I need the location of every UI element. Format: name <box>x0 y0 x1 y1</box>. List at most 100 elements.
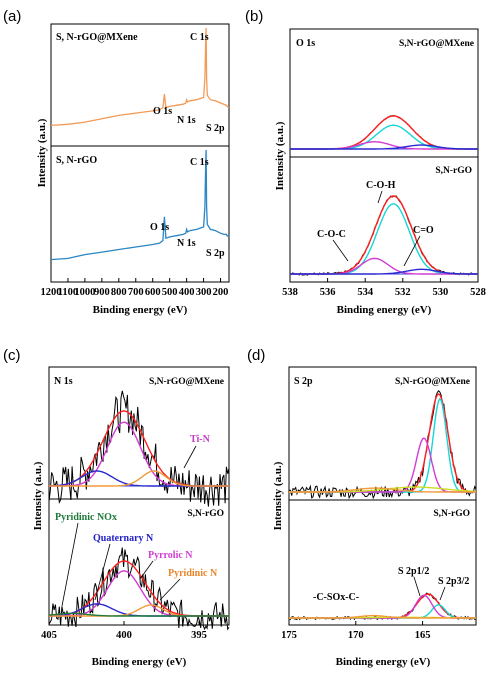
panel-b-bottom-label: S,N-rGO <box>435 166 472 176</box>
panel-c-xlabel: Binding energy (eV) <box>92 656 187 668</box>
panel-c-quat-pointer <box>94 543 111 601</box>
panel-b-x-ticks: 538 536 534 532 530 528 <box>282 278 486 298</box>
x-tick-label: 530 <box>433 287 449 298</box>
x-tick-label: 500 <box>162 287 178 298</box>
panel-c-pyrrolic-n: Pyrrolic N <box>148 550 193 561</box>
panel-c-frame <box>48 366 230 626</box>
panel-label-a: (a) <box>3 8 21 25</box>
panel-c-curves <box>48 390 230 631</box>
survey-line-snrgo-mxene <box>50 27 230 127</box>
survey-line-snrgo <box>50 149 230 261</box>
x-tick-label: 165 <box>415 630 431 641</box>
panel-d-bottom-label: S,N-rGO <box>433 509 470 519</box>
panel-b-top-label: S,N-rGO@MXene <box>399 39 474 49</box>
panel-label-c: (c) <box>3 347 21 364</box>
x-tick-label: 1100 <box>58 287 78 298</box>
panel-b-curves <box>289 115 479 276</box>
fit-component <box>290 115 478 150</box>
panel-c-ylabel: Intensity (a.u.) <box>32 461 44 530</box>
x-tick-label: 1200 <box>41 287 62 298</box>
panel-b-coh-pointer <box>377 190 383 204</box>
x-tick-label: 700 <box>128 287 144 298</box>
panel-c-x-ticks: 405 400 395 <box>41 621 207 641</box>
panel-d-s2p12: S 2p1/2 <box>398 566 429 577</box>
panel-b-title: O 1s <box>296 38 315 49</box>
panel-d-s2p32: S 2p3/2 <box>438 576 469 587</box>
fit-component <box>290 124 478 150</box>
x-tick-label: 536 <box>320 287 336 298</box>
panel-c-pyrrolic-pointer <box>139 560 154 580</box>
fit-component <box>49 470 229 487</box>
x-tick-label: 400 <box>116 630 132 641</box>
x-tick-label: 532 <box>395 287 411 298</box>
x-tick-label: 1000 <box>74 287 95 298</box>
panel-b-co-pointer <box>403 235 421 267</box>
x-tick-label: 400 <box>179 287 195 298</box>
panel-c-pyridinic-n: Pyridinic N <box>168 568 218 579</box>
fit-component <box>290 268 478 275</box>
panel-a-ylabel: Intensity (a.u.) <box>36 118 48 187</box>
x-tick-label: 200 <box>213 287 229 298</box>
x-tick-label: 300 <box>196 287 212 298</box>
panel-a-bottom-label: S, N-rGO <box>56 155 97 166</box>
fit-component <box>289 614 476 619</box>
panel-a-bottom-o1s: O 1s <box>150 222 169 233</box>
panel-d: 175 170 165 S 2p S,N-rGO@MXene S,N-rGO -C-… <box>272 366 477 668</box>
panel-c-tin: Ti-N <box>190 434 211 445</box>
fit-component <box>289 397 476 493</box>
panel-d-x-ticks: 175 170 165 <box>281 621 430 641</box>
panel-d-s2p32-pointer <box>439 586 446 601</box>
panel-d-frame <box>288 366 477 626</box>
panel-b-frame <box>289 28 479 283</box>
x-tick-label: 900 <box>94 287 110 298</box>
x-tick-label: 534 <box>357 287 374 298</box>
x-tick-label: 170 <box>348 630 364 641</box>
panel-b-co: C=O <box>413 225 434 236</box>
panel-a-bottom-c1s: C 1s <box>190 157 209 168</box>
panel-b-coc: C-O-C <box>317 229 346 240</box>
panel-c-pyridinic-nox: Pyridinic NOx <box>55 512 117 523</box>
panel-d-top-label: S,N-rGO@MXene <box>395 377 470 387</box>
panel-a-top-label: S, N-rGO@MXene <box>56 32 138 43</box>
panel-a-xlabel: Binding energy (eV) <box>93 304 188 316</box>
panel-d-xlabel: Binding energy (eV) <box>336 656 431 668</box>
panel-c-bottom-label: S,N-rGO <box>187 509 224 519</box>
panel-c-title: N 1s <box>54 376 73 387</box>
panel-c-pyridinic-pointer <box>159 578 181 601</box>
panel-c-top-label: S,N-rGO@MXene <box>149 377 224 387</box>
panel-d-ylabel: Intensity (a.u.) <box>272 461 284 530</box>
panel-c-tin-pointer <box>183 445 197 469</box>
x-tick-label: 395 <box>191 630 207 641</box>
panel-d-csox: -C-SOx-C- <box>313 592 359 603</box>
x-tick-label: 175 <box>281 630 297 641</box>
panel-b: 538 536 534 532 530 528 O 1s S,N-rGO@MXene S,… <box>274 28 486 316</box>
panel-a-frame <box>50 23 230 283</box>
raw-data <box>48 547 230 631</box>
panel-c-quaternary-n: Quaternary N <box>93 533 154 544</box>
panel-b-coc-pointer <box>332 239 349 262</box>
panel-a-curves <box>50 27 230 261</box>
panel-b-xlabel: Binding energy (eV) <box>337 304 432 316</box>
fit-component <box>289 487 476 493</box>
panel-label-b: (b) <box>245 8 263 25</box>
panel-a-top-o1s: O 1s <box>153 106 172 117</box>
panel-c: 405 400 395 N 1s S,N-rGO@MXene S,N-rGO Ti-… <box>32 366 230 668</box>
panel-a-bottom-s2p: S 2p <box>206 248 225 259</box>
x-tick-label: 600 <box>145 287 161 298</box>
raw-data <box>48 390 230 507</box>
x-tick-label: 538 <box>282 287 298 298</box>
panel-b-coh: C-O-H <box>366 180 396 191</box>
x-tick-label: 800 <box>111 287 127 298</box>
panel-a-top-c1s: C 1s <box>190 32 209 43</box>
panel-d-s2p12-pointer <box>413 576 421 597</box>
panel-a-top-n1s: N 1s <box>177 115 196 126</box>
panel-a-bottom-n1s: N 1s <box>177 238 196 249</box>
x-tick-label: 405 <box>41 630 57 641</box>
x-tick-label: 528 <box>470 287 486 298</box>
panel-label-d: (d) <box>247 347 265 364</box>
fit-component <box>48 612 229 617</box>
fit-component <box>290 144 478 150</box>
